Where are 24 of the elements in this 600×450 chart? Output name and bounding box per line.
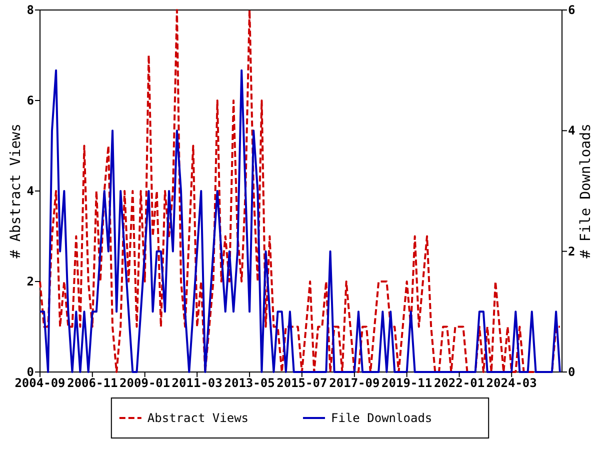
legend-label: Abstract Views <box>147 411 249 425</box>
y2-axis-title: # File Downloads <box>578 124 594 258</box>
x-tick-label: 2011-03 <box>172 376 222 390</box>
x-tick-label: 2009-01 <box>120 376 170 390</box>
x-tick-label: 2015-07 <box>276 376 328 390</box>
x-tick-label: 2017-09 <box>329 376 380 390</box>
y2-tick-label: 6 <box>568 3 576 17</box>
x-tick-label: 2024-03 <box>486 376 537 390</box>
x-tick-label: 2004-09 <box>14 376 66 390</box>
x-tick-label: 2006-11 <box>67 376 118 390</box>
y-tick-label: 2 <box>26 274 34 288</box>
y-tick-label: 0 <box>26 365 34 379</box>
y2-tick-label: 4 <box>568 124 576 138</box>
y-tick-label: 8 <box>26 3 34 17</box>
y-axis-title: # Abstract Views <box>8 124 24 258</box>
legend-label: File Downloads <box>331 411 432 425</box>
x-tick-label: 2019-11 <box>382 376 432 390</box>
y-tick-label: 6 <box>26 94 34 108</box>
y-tick-label: 4 <box>26 184 34 198</box>
y2-tick-label: 2 <box>568 244 576 258</box>
y2-tick-label: 0 <box>568 365 576 379</box>
x-tick-label: 2022-01 <box>434 376 485 390</box>
x-tick-label: 2013-05 <box>224 376 275 390</box>
line-series <box>39 69 561 373</box>
